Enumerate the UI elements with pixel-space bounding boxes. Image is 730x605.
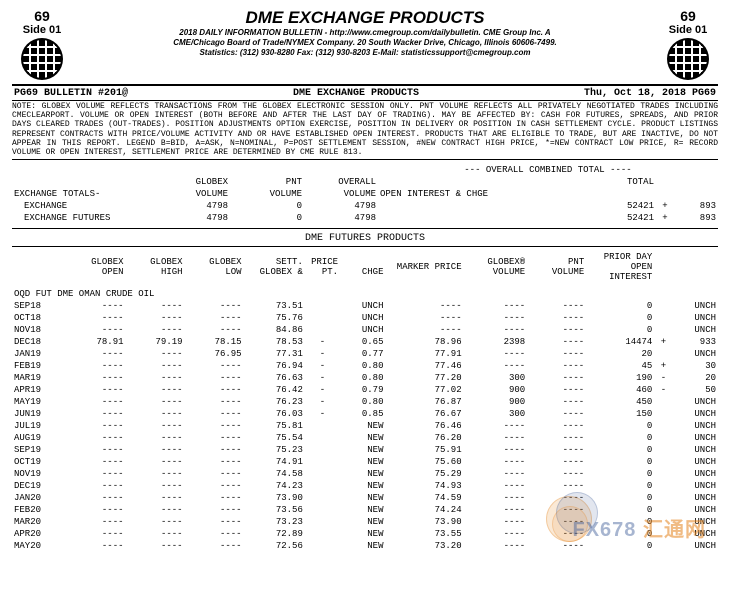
table-row: DEC1878.9179.1978.1578.53-0.6578.962398-… (12, 336, 718, 348)
table-row: MAY19------------76.23-0.8076.87900----4… (12, 396, 718, 408)
totals-row: EXCHANGE47980479852421+893 (12, 200, 718, 212)
rule-thin (12, 159, 718, 160)
corner-right: 69 Side 01 (658, 8, 718, 80)
header-line1: 2018 DAILY INFORMATION BULLETIN - http:/… (72, 28, 658, 38)
product-line: OQD FUT DME OMAN CRUDE OIL (12, 283, 718, 300)
table-row: OCT18------------75.76UNCH------------0U… (12, 312, 718, 324)
globe-icon (21, 38, 63, 80)
table-row: DEC19------------74.23NEW74.93--------0U… (12, 480, 718, 492)
futures-section-title: DME FUTURES PRODUCTS (12, 233, 718, 244)
rule-thin (12, 228, 718, 229)
exchange-totals-label: EXCHANGE TOTALS- (12, 188, 156, 200)
table-row: OCT19------------74.91NEW75.60--------0U… (12, 456, 718, 468)
bulletin-center: DME EXCHANGE PRODUCTS (293, 88, 419, 99)
col-gv-2: VOLUME (156, 188, 230, 200)
side-right: Side 01 (669, 24, 708, 36)
table-row: FEB19------------76.94-0.8077.46--------… (12, 360, 718, 372)
col-ov-1: OVERALL (304, 176, 378, 188)
corner-left: 69 Side 01 (12, 8, 72, 80)
note-text: NOTE: GLOBEX VOLUME REFLECTS TRANSACTION… (12, 102, 718, 157)
table-row: SEP18------------73.51UNCH------------0U… (12, 300, 718, 312)
table-row: APR20------------72.89NEW73.55--------0U… (12, 528, 718, 540)
table-row: MAR19------------76.63-0.8077.20300----1… (12, 372, 718, 384)
bulletin-right: Thu, Oct 18, 2018 PG69 (584, 88, 716, 99)
table-row: APR19------------76.42-0.7977.02900----4… (12, 384, 718, 396)
col-pv-1: PNT (230, 176, 304, 188)
side-left: Side 01 (23, 24, 62, 36)
overall-label: --- OVERALL COMBINED TOTAL ---- (378, 164, 718, 176)
header-row: 69 Side 01 DME EXCHANGE PRODUCTS 2018 DA… (12, 8, 718, 80)
table-row: NOV18------------84.86UNCH------------0U… (12, 324, 718, 336)
rule-thin (12, 100, 718, 101)
table-row: AUG19------------75.54NEW76.20--------0U… (12, 432, 718, 444)
header-line3: Statistics: (312) 930-8280 Fax: (312) 93… (72, 48, 658, 58)
table-row: JAN20------------73.90NEW74.59--------0U… (12, 492, 718, 504)
col-oi-2: OPEN INTEREST & CHGE (378, 188, 718, 200)
bulletin-left: PG69 BULLETIN #201@ (14, 88, 128, 99)
table-row: MAY20------------72.56NEW73.20--------0U… (12, 540, 718, 552)
table-row: SEP19------------75.23NEW75.91--------0U… (12, 444, 718, 456)
table-row: JAN19--------76.9577.31-0.7777.91-------… (12, 348, 718, 360)
page: 69 Side 01 DME EXCHANGE PRODUCTS 2018 DA… (12, 8, 718, 552)
page-number-left: 69 (34, 8, 50, 24)
rule (12, 84, 718, 86)
futures-table: GLOBEXOPEN GLOBEXHIGH GLOBEXLOW SETT.GLO… (12, 251, 718, 552)
page-number-right: 69 (680, 8, 696, 24)
page-title: DME EXCHANGE PRODUCTS (72, 8, 658, 28)
col-gv-1: GLOBEX (156, 176, 230, 188)
col-oi-1: TOTAL (378, 176, 656, 188)
col-pv-2: VOLUME (230, 188, 304, 200)
totals-table: --- OVERALL COMBINED TOTAL ---- GLOBEX P… (12, 164, 718, 224)
header-line2: CME/Chicago Board of Trade/NYMEX Company… (72, 38, 658, 48)
table-row: JUN19------------76.03-0.8576.67300----1… (12, 408, 718, 420)
rule-thin (12, 246, 718, 247)
header-center: DME EXCHANGE PRODUCTS 2018 DAILY INFORMA… (72, 8, 658, 58)
globe-icon (667, 38, 709, 80)
col-ov-2: VOLUME (304, 188, 378, 200)
bulletin-row: PG69 BULLETIN #201@ DME EXCHANGE PRODUCT… (12, 88, 718, 99)
table-row: MAR20------------73.23NEW73.90--------0U… (12, 516, 718, 528)
table-row: NOV19------------74.58NEW75.29--------0U… (12, 468, 718, 480)
table-row: FEB20------------73.56NEW74.24--------0U… (12, 504, 718, 516)
table-row: JUL19------------75.81NEW76.46--------0U… (12, 420, 718, 432)
totals-row: EXCHANGE FUTURES47980479852421+893 (12, 212, 718, 224)
